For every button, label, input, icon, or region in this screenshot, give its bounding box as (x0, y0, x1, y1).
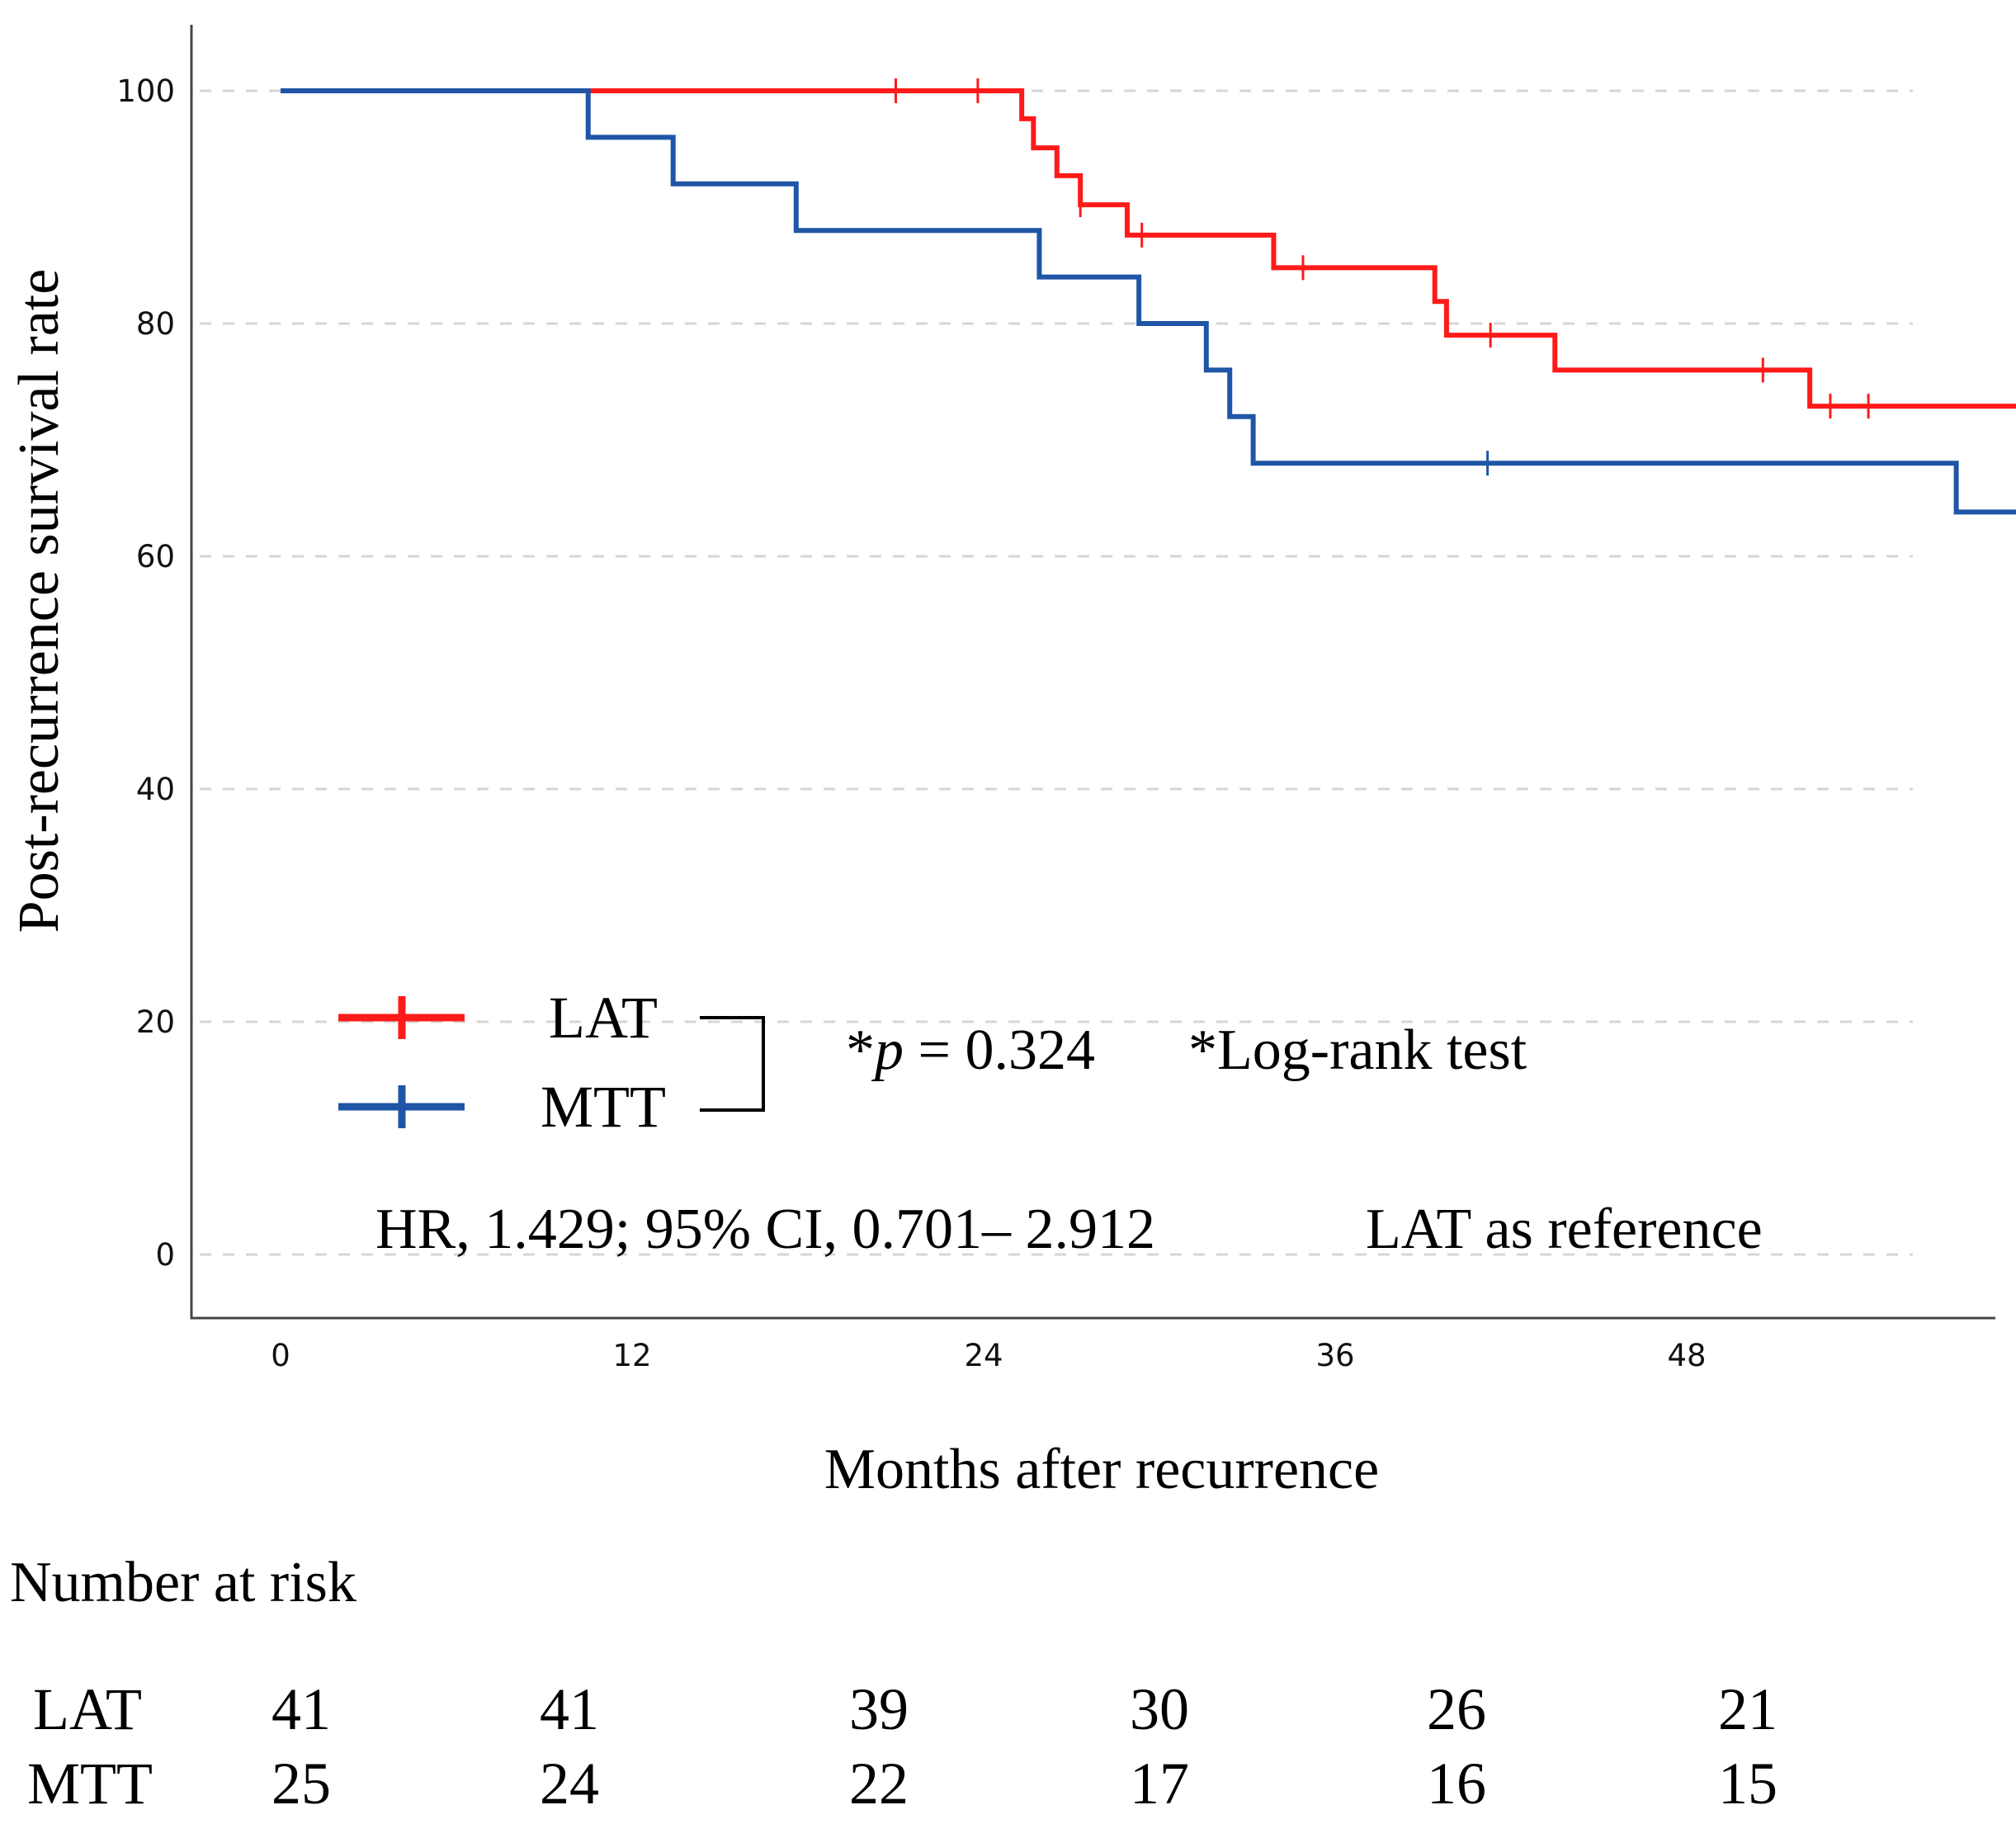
x-tick-label: 12 (612, 1338, 651, 1373)
y-tick-labels: 0 20 40 60 80 100 (116, 73, 175, 1273)
y-tick-label: 40 (136, 772, 175, 807)
series-line-lat (281, 88, 2016, 409)
risk-value-lat: 26 (1427, 1676, 1486, 1742)
risk-value-lat: 41 (540, 1676, 599, 1742)
risk-value-mtt: 25 (271, 1751, 331, 1817)
p-value-annotation: *p = 0.324 (846, 1018, 1095, 1082)
y-tick-label: 20 (136, 1004, 175, 1040)
risk-value-mtt: 16 (1427, 1751, 1486, 1817)
y-tick-label: 100 (116, 73, 175, 109)
risk-value-mtt: 22 (849, 1751, 909, 1817)
x-axis-title: Months after recurrence (824, 1438, 1379, 1501)
reference-annotation: LAT as reference (1366, 1198, 1763, 1261)
x-tick-label: 48 (1667, 1338, 1706, 1373)
risk-value-lat: 30 (1130, 1676, 1189, 1742)
legend-bracket (700, 1016, 765, 1112)
p-prefix: * (846, 1018, 875, 1082)
x-tick-label: 36 (1315, 1338, 1354, 1373)
y-axis-title: Post-recurrence survival rate (7, 269, 71, 933)
axes (190, 25, 1995, 1320)
risk-value-lat: 41 (271, 1676, 331, 1742)
y-tick-label: 80 (136, 306, 175, 342)
y-tick-label: 0 (155, 1237, 175, 1273)
risk-value-mtt: 15 (1718, 1751, 1778, 1817)
risk-row-label-mtt: MTT (27, 1751, 153, 1817)
axis-lines (190, 25, 1995, 1320)
risk-value-mtt: 24 (540, 1751, 599, 1817)
x-tick-label: 24 (964, 1338, 1003, 1373)
risk-value-mtt: 17 (1130, 1751, 1189, 1817)
risk-table-values: 41 41 39 30 26 21 25 24 22 17 16 15 (271, 1676, 1778, 1817)
risk-table: Number at risk LAT MTT 41 41 39 30 26 21 25 24 2… (10, 1551, 1778, 1817)
survival-curves (281, 78, 2016, 515)
p-value: = 0.324 (904, 1018, 1095, 1082)
legend: LAT MTT (338, 985, 765, 1140)
x-tick-label: 0 (271, 1338, 290, 1373)
hr-annotation: HR, 1.429; 95% CI, 0.701– 2.912 (375, 1198, 1155, 1261)
x-tick-labels: 01224364860 (271, 1338, 1706, 1373)
risk-row-label-lat: LAT (33, 1676, 142, 1742)
legend-label-lat: LAT (549, 985, 658, 1051)
risk-value-lat: 21 (1718, 1676, 1778, 1742)
risk-table-title: Number at risk (10, 1551, 356, 1614)
series-line-mtt (281, 88, 2016, 515)
y-tick-label: 60 (136, 539, 175, 574)
risk-value-lat: 39 (849, 1676, 909, 1742)
p-symbol: p (871, 1018, 904, 1082)
test-annotation: *Log-rank test (1188, 1018, 1527, 1082)
legend-label-mtt: MTT (541, 1074, 666, 1140)
